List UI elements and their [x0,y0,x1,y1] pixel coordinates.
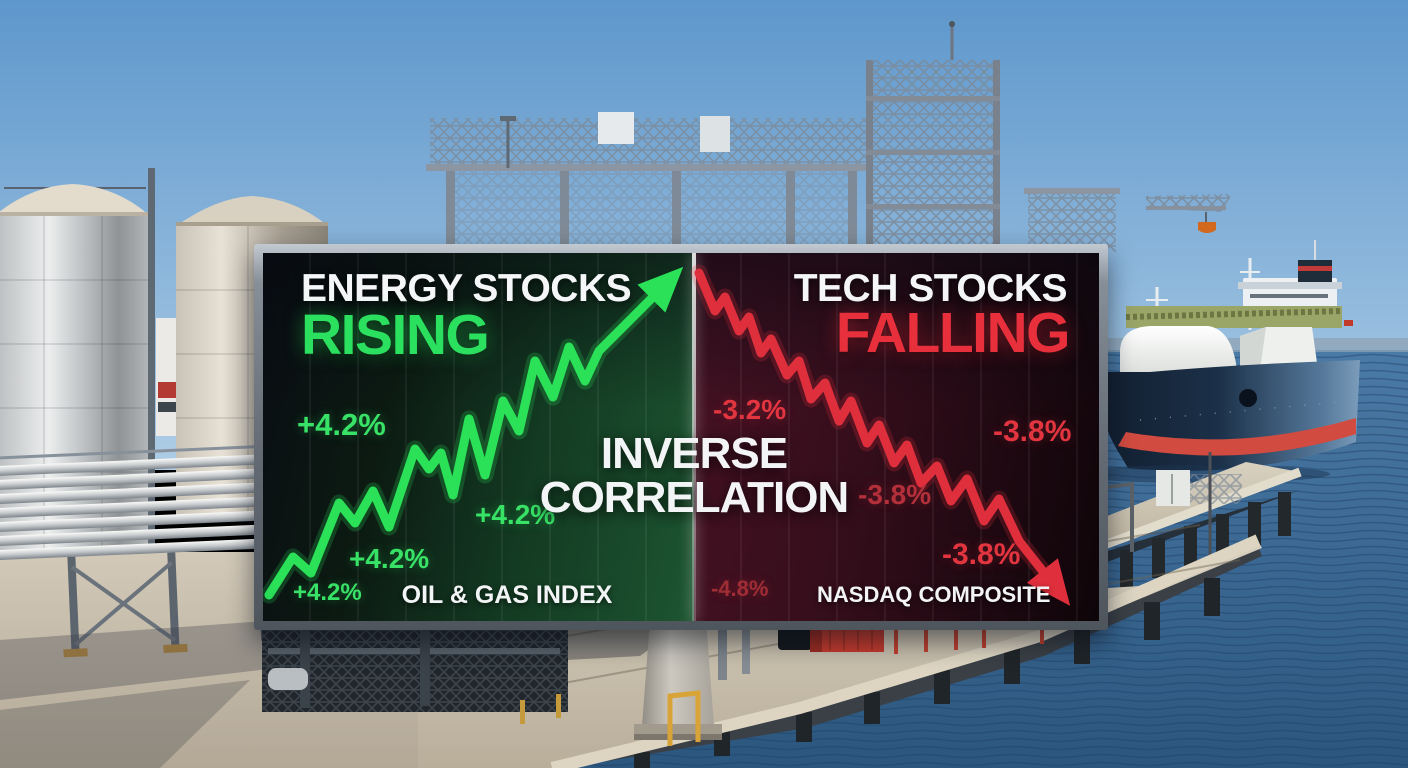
stern-flag [1344,320,1353,326]
screen-vignette [263,253,1099,621]
center-caption-line1: INVERSE [540,432,848,476]
tech-status: FALLING [836,305,1071,362]
billboard: ENERGY STOCKS RISING +4.2% +4.2% +4.2% +… [254,244,1108,630]
energy-change-label: +4.2% [297,409,386,440]
downtrend-arrow [690,264,1071,606]
tech-index-name: NASDAQ COMPOSITE [817,584,1050,606]
energy-change-label: +4.2% [349,545,429,573]
energy-index-name: OIL & GAS INDEX [391,583,623,608]
tech-change-label: -3.2% [713,396,786,424]
tech-change-label: -3.8% [858,481,931,509]
dock-equipment [262,614,568,712]
tech-change-label: -4.8% [711,578,768,600]
gantry-structure [426,112,870,253]
ladder-mast [148,168,155,572]
trend-arrows [263,264,1071,606]
tech-headline: TECH STOCKS [794,269,1068,308]
waterline-stripe [1118,418,1356,456]
lattice-tower [866,21,1000,254]
billboard-screen: ENERGY STOCKS RISING +4.2% +4.2% +4.2% +… [263,253,1099,621]
floodlight [500,116,516,121]
energy-change-label: +4.2% [475,501,555,529]
loading-crane [1024,188,1120,252]
energy-change-label: +4.2% [293,581,362,605]
anchor-pocket [1239,389,1257,407]
energy-status: RISING [301,307,490,364]
center-caption: INVERSE CORRELATION [540,432,849,520]
crane-jib [1146,194,1232,233]
tech-change-label: -3.8% [993,417,1071,447]
crane-hook-load [1198,222,1216,233]
tech-change-label: -3.8% [942,540,1020,570]
support-post [718,618,727,680]
energy-headline: ENERGY STOCKS [301,269,632,308]
mesh-rack [1190,474,1242,504]
safety-railing [667,690,701,746]
energy-panel [263,253,694,621]
support-post [742,616,750,674]
uptrend-arrow [263,266,684,604]
panel-divider [692,253,696,621]
center-caption-line2: CORRELATION [540,476,849,520]
